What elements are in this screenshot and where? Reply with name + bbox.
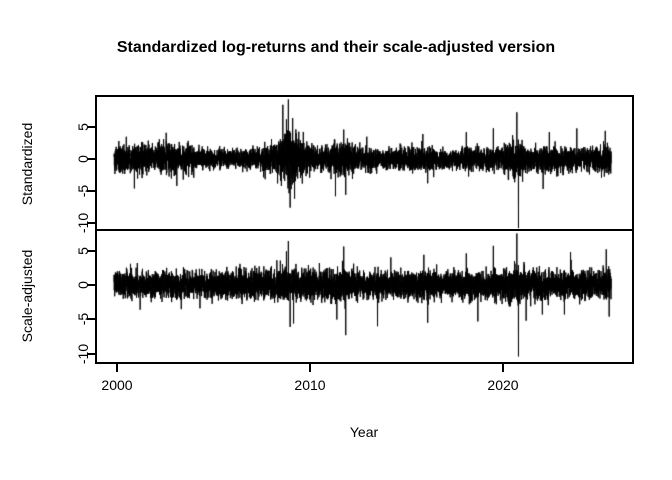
y-tick-mark <box>87 158 95 160</box>
y-tick-mark <box>87 222 95 224</box>
x-tick-mark <box>116 364 118 372</box>
y-tick-mark <box>87 353 95 355</box>
y-tick-mark <box>87 284 95 286</box>
y-tick-mark <box>87 126 95 128</box>
y-tick-mark <box>87 318 95 320</box>
x-tick-label: 2020 <box>487 377 519 393</box>
x-axis-label: Year <box>349 424 379 440</box>
y-tick-mark <box>87 190 95 192</box>
x-tick-label: 2010 <box>294 377 326 393</box>
y-tick-mark <box>87 250 95 252</box>
x-tick-mark <box>502 364 504 372</box>
y-axis-label-standardized: Standardized <box>19 122 35 206</box>
x-tick-mark <box>309 364 311 372</box>
x-tick-label: 2000 <box>101 377 133 393</box>
y-axis-label-scale-adjusted: Scale-adjusted <box>19 249 35 343</box>
